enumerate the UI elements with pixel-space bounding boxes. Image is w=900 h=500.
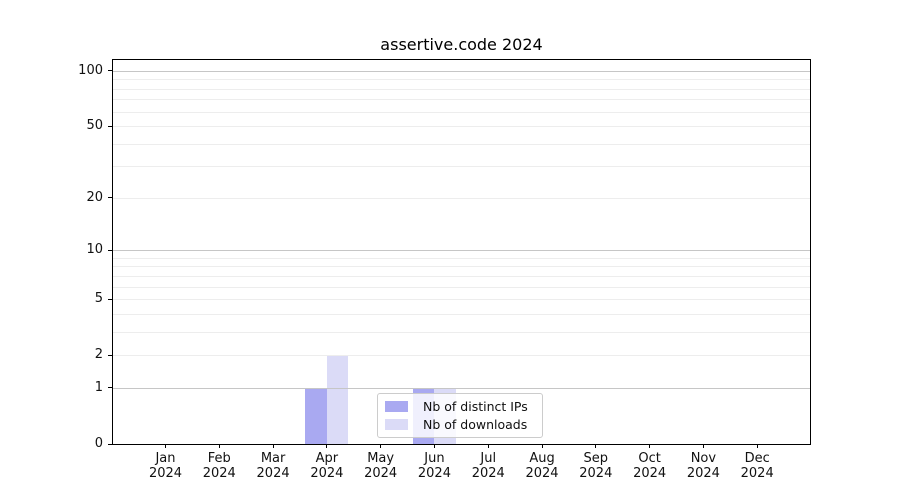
x-tick-label: Dec 2024 (727, 451, 787, 481)
gridline-minor (113, 99, 810, 101)
x-tick-label: Jun 2024 (404, 451, 464, 481)
x-tick (649, 444, 651, 448)
gridline-minor (113, 299, 810, 301)
x-tick-year: 2024 (364, 466, 398, 481)
x-tick (541, 444, 543, 448)
gridline-minor (113, 313, 810, 315)
x-tick-month: Dec (744, 451, 770, 466)
x-tick (487, 444, 489, 448)
legend-label-downloads: Nb of downloads (423, 417, 528, 432)
y-tick-label: 0 (94, 436, 103, 451)
gridline-minor (113, 88, 810, 90)
y-tick (108, 298, 112, 300)
y-tick-label: 50 (86, 118, 103, 134)
legend-item-distinct-ips: Nb of distinct IPs (385, 398, 542, 415)
x-tick-month: Sep (583, 451, 609, 466)
x-tick-month: Jul (480, 451, 497, 466)
x-tick (380, 444, 382, 448)
x-tick-year: 2024 (256, 466, 290, 481)
gridline-minor (113, 257, 810, 259)
x-tick-label: Feb 2024 (189, 451, 249, 481)
x-tick-label: Apr 2024 (297, 451, 357, 481)
x-tick-year: 2024 (148, 466, 183, 481)
x-tick-month: Feb (207, 451, 231, 466)
y-tick-label: 1 (94, 379, 103, 395)
x-tick-month: Aug (529, 451, 555, 466)
x-tick-label: May 2024 (351, 451, 411, 481)
gridline-minor (113, 286, 810, 288)
legend-item-downloads: Nb of downloads (385, 416, 542, 433)
x-tick (272, 444, 274, 448)
y-tick (108, 197, 112, 199)
legend-label-distinct-ips: Nb of distinct IPs (423, 399, 528, 414)
x-tick-label: Oct 2024 (620, 451, 680, 481)
y-tick-label: 10 (86, 242, 103, 258)
y-tick (108, 354, 112, 356)
gridline-minor (113, 275, 810, 277)
y-tick (108, 249, 112, 251)
x-tick-month: Oct (638, 451, 661, 466)
x-tick-label: Sep 2024 (566, 451, 626, 481)
x-tick (326, 444, 328, 448)
x-tick (702, 444, 704, 448)
legend-swatch-downloads (385, 419, 408, 430)
x-tick-label: Mar 2024 (243, 451, 303, 481)
x-tick-year: 2024 (471, 466, 505, 481)
x-tick (165, 444, 166, 448)
bar-nb-of-distinct-ips-apr-2024 (305, 387, 327, 444)
bar-nb-of-downloads-apr-2024 (326, 355, 349, 444)
y-tick-label: 2 (94, 347, 103, 363)
gridline-minor (113, 331, 810, 333)
y-tick (108, 125, 112, 127)
x-tick-month: Jan (155, 451, 176, 466)
y-tick-label: 5 (94, 291, 103, 307)
gridline-major (113, 250, 810, 252)
x-tick (595, 444, 597, 448)
gridline-minor (113, 79, 810, 81)
x-tick (756, 444, 758, 448)
plot-area: Nb of distinct IPs Nb of downloads 0 1 2 5 1… (78, 59, 811, 481)
y-tick (108, 387, 112, 389)
x-tick-month: Mar (260, 451, 286, 466)
x-tick-label: Jul 2024 (458, 451, 518, 481)
x-tick-year: 2024 (525, 466, 559, 481)
gridline-minor (113, 197, 810, 199)
x-tick (433, 444, 435, 448)
gridline-minor (113, 126, 810, 128)
gridline-minor (113, 266, 810, 268)
gridline-minor (113, 166, 810, 168)
x-tick-month: Apr (315, 451, 339, 466)
x-tick-label: Jan 2024 (136, 451, 196, 481)
x-tick-year: 2024 (310, 466, 344, 481)
y-tick (108, 443, 112, 445)
y-tick-label: 20 (86, 189, 103, 205)
x-tick-year: 2024 (740, 466, 774, 481)
x-tick-year: 2024 (202, 466, 236, 481)
gridline-minor (113, 143, 810, 145)
legend: Nb of distinct IPs Nb of downloads (377, 393, 543, 438)
x-tick-label: Nov 2024 (673, 451, 733, 481)
gridline-minor (113, 111, 810, 113)
x-tick-month: Jun (424, 451, 445, 466)
gridline-major (113, 387, 810, 389)
x-tick-year: 2024 (579, 466, 613, 481)
x-tick-year: 2024 (633, 466, 667, 481)
legend-swatch-distinct-ips (385, 401, 408, 412)
x-tick-year: 2024 (417, 466, 451, 481)
x-tick-year: 2024 (686, 466, 720, 481)
chart-title: assertive.code 2024 (380, 35, 543, 54)
x-tick-month: May (367, 451, 395, 466)
gridline-major (113, 70, 810, 72)
y-tick-label: 100 (78, 62, 103, 78)
gridline-minor (113, 355, 810, 357)
x-tick-label: Aug 2024 (512, 451, 572, 481)
y-tick (108, 70, 112, 72)
x-tick (218, 444, 220, 448)
x-tick-month: Nov (690, 451, 717, 466)
